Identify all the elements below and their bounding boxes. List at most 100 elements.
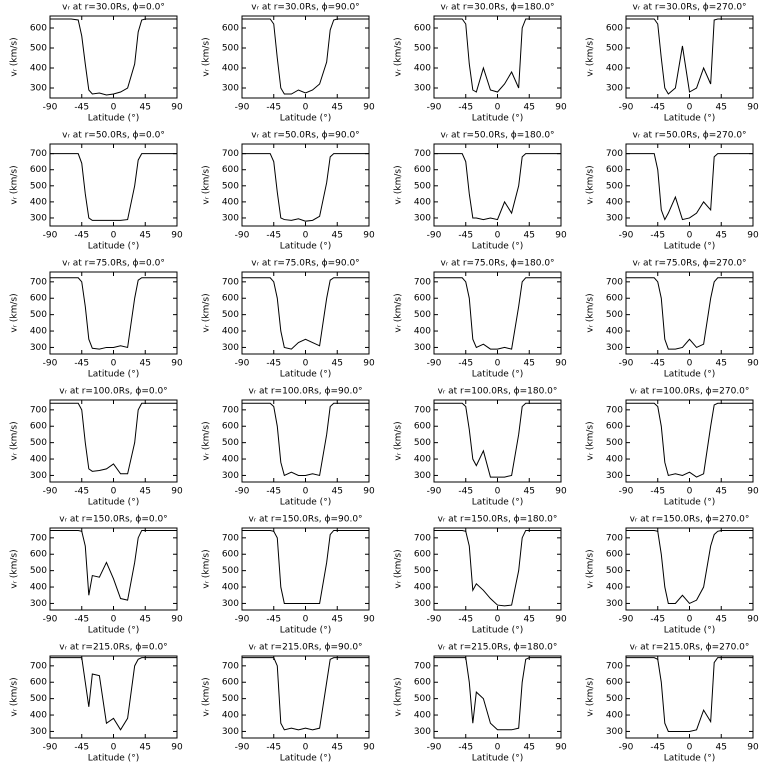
x-axis-label: Latitude (°) xyxy=(664,114,715,124)
y-tick-label: 500 xyxy=(606,566,623,576)
x-axis-label: Latitude (°) xyxy=(88,754,139,764)
x-tick-label: 90 xyxy=(555,743,567,753)
y-tick-label: 300 xyxy=(222,471,239,481)
y-tick-label: 600 xyxy=(606,422,623,432)
data-line xyxy=(626,18,753,95)
y-tick-label: 400 xyxy=(30,583,47,593)
x-tick-label: 0 xyxy=(687,231,693,241)
panel-title: vᵣ at r=150.0Rs, ϕ=270.0° xyxy=(630,515,750,525)
x-axis-label: Latitude (°) xyxy=(472,114,523,124)
x-tick-label: 90 xyxy=(363,615,375,625)
panel-title: vᵣ at r=30.0Rs, ϕ=180.0° xyxy=(440,3,554,13)
x-tick-label: 45 xyxy=(524,103,535,113)
y-axis-label: vᵣ (km/s) xyxy=(202,165,212,204)
x-tick-label: 0 xyxy=(111,231,117,241)
y-tick-label: 400 xyxy=(30,711,47,721)
plot-frame xyxy=(49,15,178,99)
y-tick-label: 600 xyxy=(414,678,431,688)
y-tick-label: 400 xyxy=(414,583,431,593)
plot-frame xyxy=(433,527,562,611)
y-tick-label: 600 xyxy=(606,165,623,175)
y-tick-label: 700 xyxy=(30,661,47,671)
y-axis-label: vᵣ (km/s) xyxy=(10,37,20,76)
x-tick-label: 90 xyxy=(555,231,567,241)
x-axis-label: Latitude (°) xyxy=(664,498,715,508)
y-tick-label: 300 xyxy=(222,343,239,353)
plot-frame xyxy=(433,15,562,99)
x-tick-label: 0 xyxy=(495,743,501,753)
x-tick-label: 45 xyxy=(140,103,151,113)
x-axis-label: Latitude (°) xyxy=(280,754,331,764)
x-tick-label: -90 xyxy=(427,743,442,753)
x-tick-label: 90 xyxy=(363,487,375,497)
y-tick-label: 400 xyxy=(606,64,623,74)
x-tick-label: -45 xyxy=(74,743,89,753)
y-tick-label: 500 xyxy=(606,310,623,320)
y-tick-label: 300 xyxy=(222,84,239,94)
x-tick-label: 0 xyxy=(303,743,309,753)
y-tick-label: 500 xyxy=(30,438,47,448)
x-tick-label: -90 xyxy=(235,615,250,625)
y-tick-label: 300 xyxy=(606,213,623,223)
y-axis-label: vᵣ (km/s) xyxy=(202,293,212,332)
x-axis-label: Latitude (°) xyxy=(472,370,523,380)
x-tick-label: 90 xyxy=(555,359,567,369)
y-axis-label: vᵣ (km/s) xyxy=(586,677,596,716)
x-tick-label: 45 xyxy=(140,231,151,241)
x-tick-label: -90 xyxy=(43,103,58,113)
data-line xyxy=(434,153,561,221)
y-tick-label: 400 xyxy=(414,64,431,74)
y-tick-label: 400 xyxy=(30,455,47,465)
panel-title: vᵣ at r=50.0Rs, ϕ=90.0° xyxy=(251,131,359,141)
plot-frame xyxy=(625,655,754,739)
x-tick-label: 0 xyxy=(111,615,117,625)
y-tick-label: 300 xyxy=(606,343,623,353)
y-tick-label: 600 xyxy=(30,294,47,304)
y-tick-label: 400 xyxy=(414,327,431,337)
x-axis-label: Latitude (°) xyxy=(664,242,715,252)
panel-title: vᵣ at r=215.0Rs, ϕ=180.0° xyxy=(438,643,558,653)
x-axis-label: Latitude (°) xyxy=(472,626,523,636)
x-tick-label: 90 xyxy=(747,743,759,753)
x-tick-label: -90 xyxy=(427,615,442,625)
y-axis-label: vᵣ (km/s) xyxy=(10,677,20,716)
y-tick-label: 400 xyxy=(606,583,623,593)
y-tick-label: 300 xyxy=(414,343,431,353)
y-tick-label: 500 xyxy=(222,694,239,704)
x-tick-label: -45 xyxy=(650,103,665,113)
x-tick-label: 45 xyxy=(140,615,151,625)
x-axis-label: Latitude (°) xyxy=(472,498,523,508)
y-axis-label: vᵣ (km/s) xyxy=(202,549,212,588)
x-tick-label: 0 xyxy=(687,743,693,753)
y-tick-label: 300 xyxy=(30,599,47,609)
data-line xyxy=(242,153,369,222)
x-tick-label: -45 xyxy=(74,359,89,369)
y-tick-label: 500 xyxy=(30,44,47,54)
x-tick-label: 45 xyxy=(332,231,343,241)
panel-title: vᵣ at r=75.0Rs, ϕ=0.0° xyxy=(62,259,165,269)
plot-frame xyxy=(433,399,562,483)
y-tick-label: 700 xyxy=(414,405,431,415)
x-tick-label: 45 xyxy=(524,615,535,625)
x-tick-label: -45 xyxy=(266,487,281,497)
data-line xyxy=(242,529,369,604)
y-axis-label: vᵣ (km/s) xyxy=(10,165,20,204)
x-tick-label: 45 xyxy=(332,487,343,497)
data-line xyxy=(50,402,177,475)
x-tick-label: 0 xyxy=(495,615,501,625)
plot-frame xyxy=(241,15,370,99)
x-tick-label: 90 xyxy=(555,615,567,625)
x-tick-label: 90 xyxy=(555,103,567,113)
y-axis-label: vᵣ (km/s) xyxy=(394,549,404,588)
x-tick-label: -45 xyxy=(458,487,473,497)
x-tick-label: 0 xyxy=(495,487,501,497)
y-tick-label: 700 xyxy=(414,277,431,287)
y-tick-label: 300 xyxy=(606,471,623,481)
x-tick-label: -90 xyxy=(235,103,250,113)
y-tick-label: 500 xyxy=(606,438,623,448)
x-axis-label: Latitude (°) xyxy=(664,754,715,764)
panel-title: vᵣ at r=50.0Rs, ϕ=270.0° xyxy=(632,131,746,141)
plot-frame xyxy=(49,143,178,227)
x-tick-label: -45 xyxy=(650,231,665,241)
y-tick-label: 400 xyxy=(30,64,47,74)
